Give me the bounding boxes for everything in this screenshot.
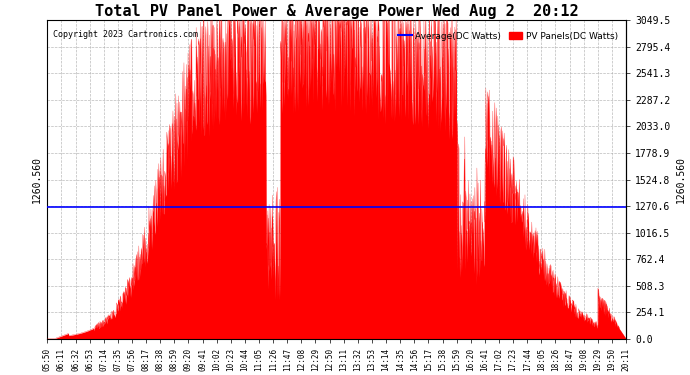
Legend: Average(DC Watts), PV Panels(DC Watts): Average(DC Watts), PV Panels(DC Watts) xyxy=(395,28,622,44)
Y-axis label: 1260.560: 1260.560 xyxy=(676,156,686,203)
Y-axis label: 1260.560: 1260.560 xyxy=(32,156,42,203)
Title: Total PV Panel Power & Average Power Wed Aug 2  20:12: Total PV Panel Power & Average Power Wed… xyxy=(95,4,578,19)
Text: Copyright 2023 Cartronics.com: Copyright 2023 Cartronics.com xyxy=(53,30,198,39)
